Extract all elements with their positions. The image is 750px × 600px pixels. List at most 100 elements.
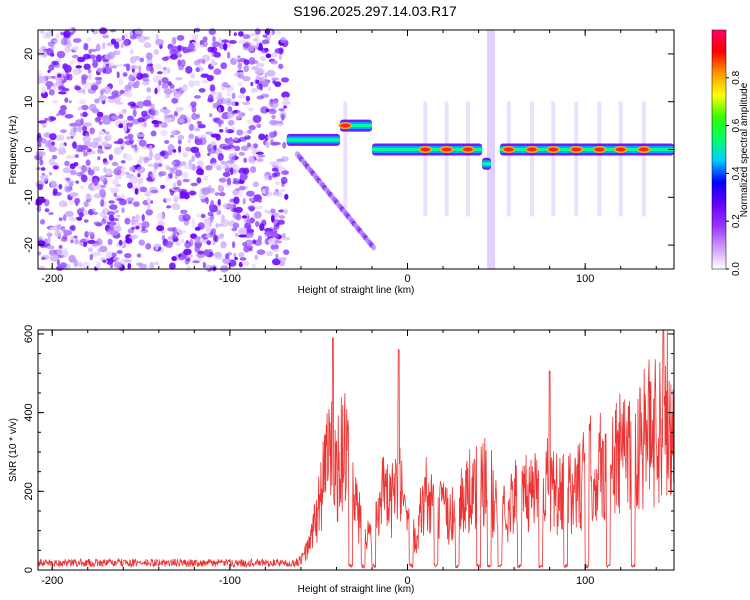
noise-cell	[246, 119, 254, 125]
noise-cell	[94, 116, 100, 123]
noise-cell	[248, 124, 256, 131]
noise-cell	[158, 171, 167, 177]
noise-cell	[224, 126, 229, 134]
noise-cell	[95, 261, 101, 269]
noise-cell	[135, 225, 140, 230]
noise-cell	[254, 254, 259, 260]
noise-cell	[233, 252, 237, 259]
noise-cell	[121, 35, 125, 41]
noise-cell	[97, 148, 103, 153]
noise-cell	[53, 165, 58, 170]
noise-cell	[124, 217, 131, 225]
noise-cell	[134, 188, 139, 195]
noise-cell	[111, 90, 120, 98]
noise-cell	[270, 243, 279, 251]
noise-cell	[122, 152, 128, 160]
spectrogram-xlabel: Height of straight line (km)	[298, 285, 415, 296]
noise-cell	[157, 71, 163, 75]
noise-cell	[222, 146, 231, 151]
noise-cell	[208, 187, 215, 194]
noise-cell	[262, 188, 266, 195]
noise-cell	[155, 39, 164, 46]
noise-cell	[228, 40, 237, 44]
noise-cell	[198, 137, 207, 146]
noise-cell	[221, 214, 225, 223]
hot-spot-core	[548, 147, 559, 152]
noise-cell	[139, 186, 148, 193]
noise-cell	[114, 175, 122, 180]
noise-cell	[181, 85, 188, 92]
hot-spot-core	[526, 147, 537, 152]
noise-cell	[210, 228, 217, 235]
noise-cell	[64, 97, 69, 103]
noise-cell	[114, 209, 119, 214]
noise-cell	[237, 81, 243, 87]
noise-cell	[191, 105, 197, 113]
noise-cell	[126, 197, 135, 202]
noise-cell	[185, 66, 193, 74]
noise-cell	[278, 209, 284, 213]
noise-cell	[220, 161, 227, 165]
noise-cell	[74, 85, 81, 91]
noise-cell	[255, 79, 260, 84]
noise-cell	[147, 203, 151, 211]
vertical-streak	[487, 30, 495, 269]
noise-cell	[81, 174, 88, 183]
noise-cell	[151, 172, 157, 180]
noise-cell	[277, 219, 285, 225]
noise-cell	[105, 168, 113, 177]
noise-cell	[269, 161, 279, 166]
noise-cell	[158, 80, 162, 86]
noise-cell	[115, 101, 124, 105]
hot-spot-core	[441, 147, 452, 152]
noise-cell	[42, 52, 48, 58]
noise-cell	[212, 35, 216, 43]
noise-cell	[281, 91, 290, 99]
noise-cell	[194, 244, 200, 253]
noise-cell	[50, 180, 57, 188]
y-tick-label: 0	[23, 567, 35, 573]
noise-cell	[220, 241, 227, 249]
noise-cell	[72, 141, 77, 149]
noise-cell	[154, 87, 158, 95]
noise-cell	[244, 239, 254, 246]
noise-cell	[261, 39, 270, 45]
noise-cell	[79, 185, 85, 190]
noise-cell	[112, 50, 121, 56]
noise-cell	[169, 262, 176, 270]
noise-cell	[118, 78, 124, 86]
noise-cell	[48, 89, 55, 96]
noise-cell	[44, 140, 54, 149]
noise-cell	[143, 121, 147, 128]
noise-cell	[150, 130, 157, 137]
noise-cell	[272, 191, 280, 196]
noise-cell	[260, 55, 266, 62]
noise-cell	[115, 63, 124, 67]
noise-cell	[256, 158, 264, 163]
noise-cell	[196, 160, 204, 167]
noise-cell	[231, 111, 237, 115]
y-tick-label: 200	[23, 482, 35, 500]
noise-cell	[228, 153, 236, 161]
noise-cell	[99, 27, 108, 35]
colorbar-tick-label: 0.6	[731, 118, 742, 132]
harmonic-streak	[506, 101, 511, 217]
noise-cell	[63, 30, 71, 39]
noise-cell	[163, 117, 172, 123]
noise-cell	[218, 37, 222, 45]
hot-spot-core	[638, 147, 649, 152]
noise-cell	[270, 77, 280, 81]
noise-cell	[214, 251, 222, 258]
noise-cell	[52, 100, 58, 104]
noise-cell	[190, 101, 197, 107]
noise-cell	[191, 221, 196, 229]
noise-cell	[271, 52, 278, 58]
noise-cell	[131, 144, 136, 149]
colorbar-tick-label: 0.2	[731, 214, 742, 228]
noise-cell	[127, 200, 133, 205]
noise-cell	[86, 37, 92, 42]
noise-cell	[206, 240, 212, 246]
noise-cell	[284, 208, 288, 215]
spectrogram-ylabel: Frequency (Hz)	[8, 116, 19, 185]
